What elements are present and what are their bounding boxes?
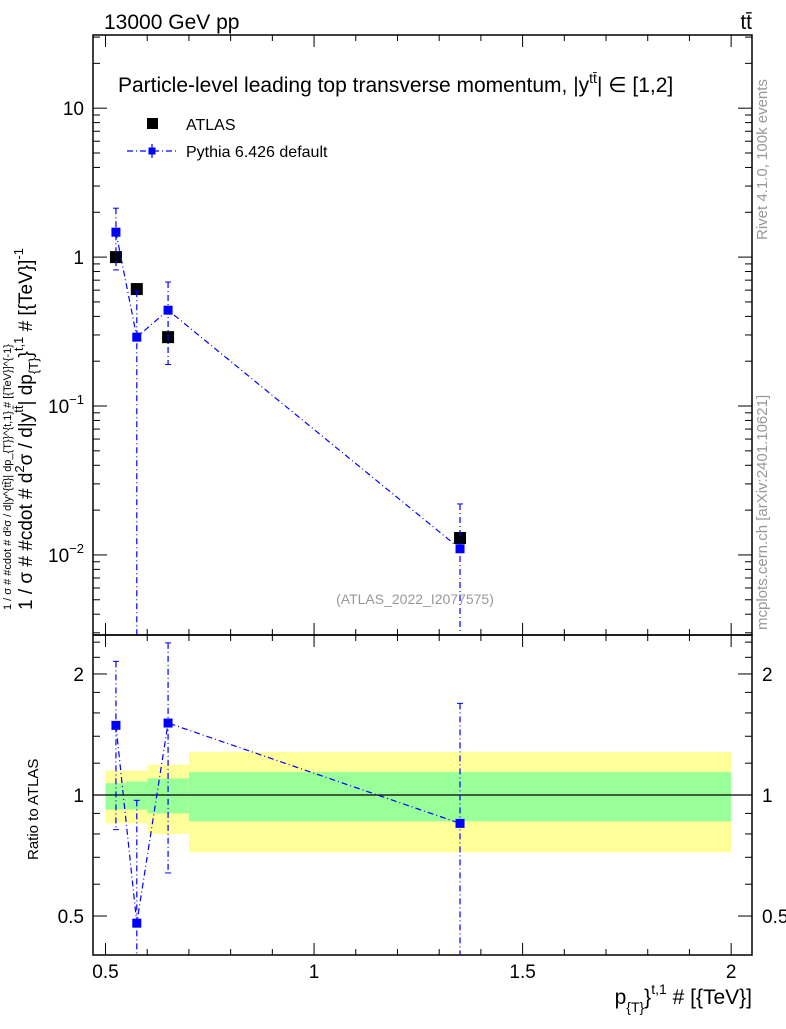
- main-y-tick-label: 10−2: [48, 541, 84, 567]
- pythia-line: [115, 232, 461, 550]
- mcplots-label: mcplots.cern.ch [arXiv:2401.10621]: [754, 395, 771, 630]
- main-y-tick-label: 10−1: [48, 392, 84, 418]
- stat-uncertainty-band: [147, 778, 189, 814]
- x-axis-label: p{T}}t,1 # [{TeV}]: [615, 981, 752, 1015]
- ratio-y-tick-label-right: 1: [762, 786, 773, 807]
- main-y-tick-label: 1: [73, 248, 84, 269]
- pythia-ratio-point: [455, 818, 465, 828]
- ratio-y-tick-label-left: 2: [73, 665, 84, 686]
- pythia-ratio-point: [163, 718, 173, 728]
- legend-pythia-marker: [148, 147, 156, 155]
- legend-pythia-label: Pythia 6.426 default: [186, 144, 328, 161]
- ratio-plot: 0.5 1 1.5 2 0.5 0.5 1 1 2 2: [58, 634, 786, 983]
- legend-atlas-marker: [147, 118, 158, 129]
- header-process: tt̄: [740, 11, 752, 34]
- rivet-label: Rivet 4.1.0, 100k events: [754, 79, 771, 240]
- pythia-ratio-point: [132, 918, 142, 928]
- ratio-y-tick-label-right: 0.5: [762, 907, 786, 928]
- x-tick-label: 1: [309, 962, 320, 983]
- x-tick-label: 0.5: [92, 962, 118, 983]
- analysis-watermark: (ATLAS_2022_I2077575): [336, 591, 494, 607]
- ratio-y-axis-label: Ratio to ATLAS: [25, 759, 42, 860]
- ratio-y-tick-label-right: 2: [762, 665, 773, 686]
- pythia-ratio-point: [111, 720, 121, 730]
- ratio-y-tick-label-left: 0.5: [58, 907, 84, 928]
- legend-atlas-label: ATLAS: [186, 117, 236, 134]
- x-tick-label: 1.5: [509, 962, 535, 983]
- ratio-y-tick-label-left: 1: [73, 786, 84, 807]
- header-energy: 13000 GeV pp: [104, 11, 239, 34]
- pythia-point: [132, 332, 142, 342]
- pythia-point: [455, 544, 465, 554]
- atlas-data-point: [454, 531, 467, 544]
- pythia-point: [111, 227, 121, 237]
- plot-title: Particle-level leading top transverse mo…: [118, 70, 673, 97]
- main-y-axis-label: 1 / σ # #cdot # d2σ / d|ytt̄| dp{T}}t,1 …: [11, 248, 41, 610]
- main-y-axis-label-raw: 1 / σ # #cdot # d²σ / d|y^{tt̄}| dp_{T}}…: [2, 344, 14, 610]
- pythia-point: [163, 305, 173, 315]
- x-tick-label: 2: [726, 962, 737, 983]
- main-y-tick-label: 10: [63, 99, 84, 120]
- atlas-data-point: [130, 283, 143, 296]
- pythia-ratio-line: [115, 722, 461, 924]
